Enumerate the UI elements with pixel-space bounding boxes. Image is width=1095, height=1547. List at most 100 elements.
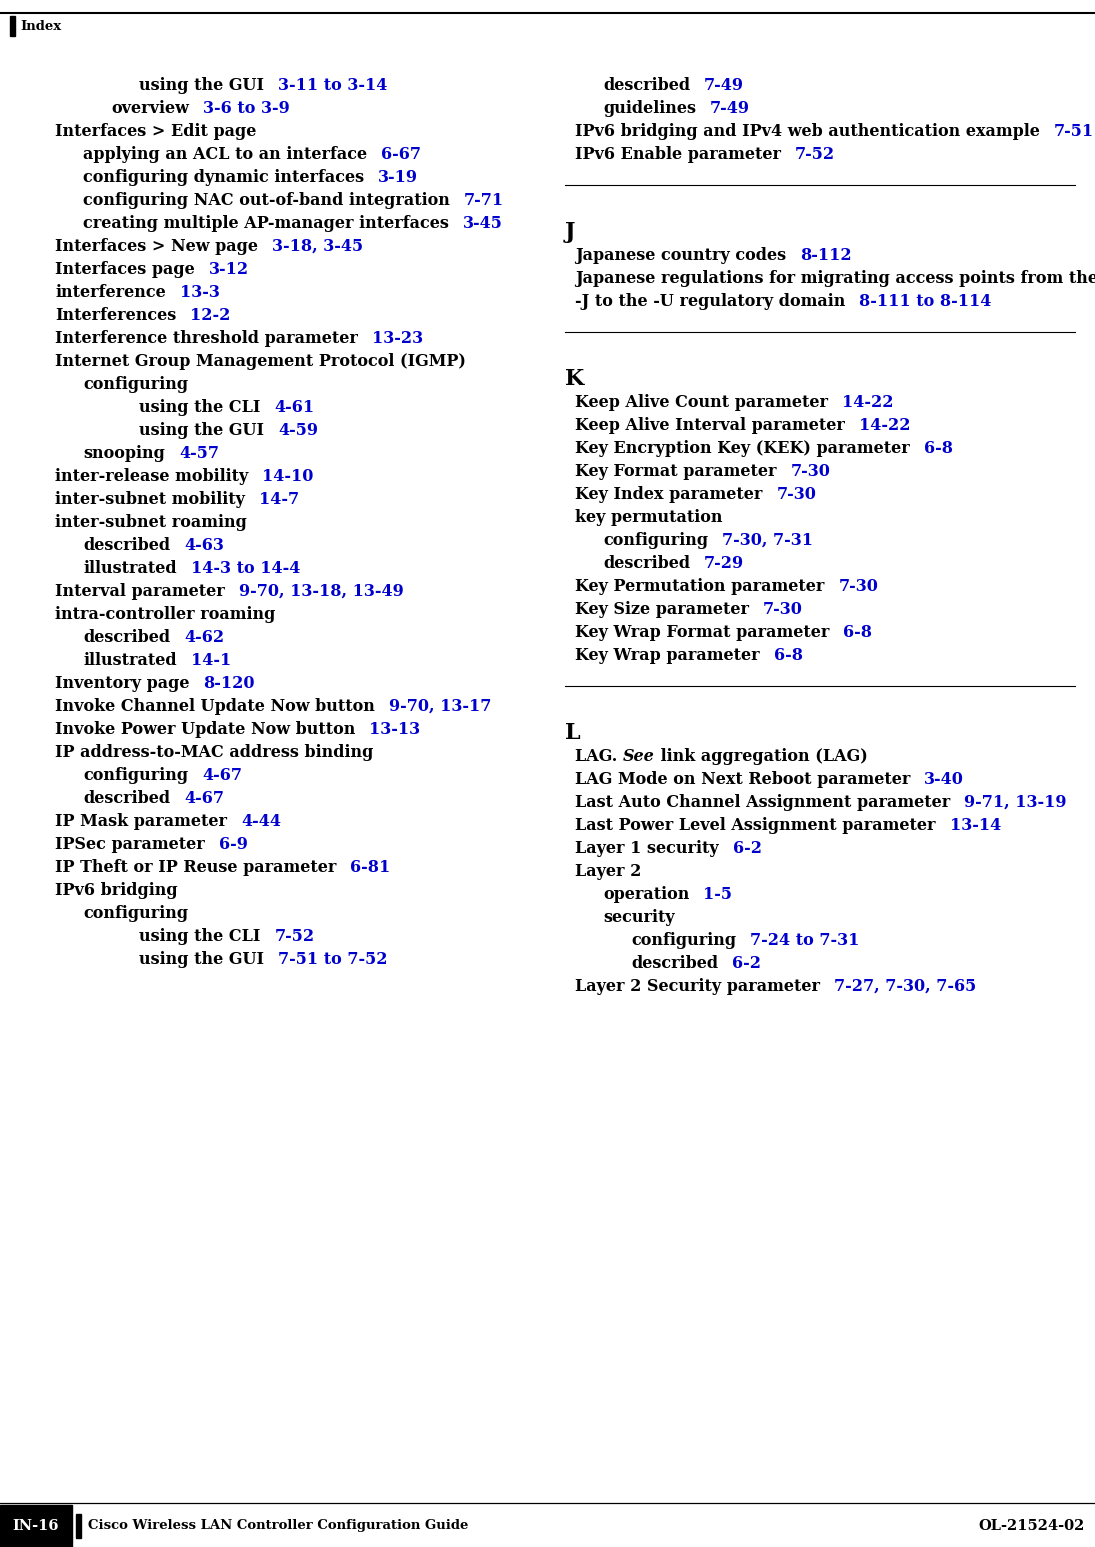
Text: L: L	[565, 722, 580, 744]
Text: 4-61: 4-61	[275, 399, 314, 416]
Text: 3-45: 3-45	[463, 215, 503, 232]
Text: 13-23: 13-23	[372, 330, 423, 347]
Text: Key Permutation parameter: Key Permutation parameter	[575, 579, 825, 596]
Text: using the CLI: using the CLI	[139, 399, 261, 416]
Text: described: described	[83, 791, 170, 808]
Text: Key Format parameter: Key Format parameter	[575, 463, 776, 480]
Text: inter-subnet mobility: inter-subnet mobility	[55, 490, 245, 507]
Text: Keep Alive Count parameter: Keep Alive Count parameter	[575, 394, 828, 412]
Text: Layer 2 Security parameter: Layer 2 Security parameter	[575, 978, 820, 995]
Text: 9-70, 13-18, 13-49: 9-70, 13-18, 13-49	[239, 583, 403, 600]
Text: 4-44: 4-44	[241, 814, 281, 831]
Text: key permutation: key permutation	[575, 509, 723, 526]
Text: Interferences: Interferences	[55, 306, 176, 323]
Text: operation: operation	[603, 886, 690, 903]
Text: Key Encryption Key (KEK) parameter: Key Encryption Key (KEK) parameter	[575, 439, 910, 456]
Text: using the GUI: using the GUI	[139, 77, 264, 94]
Text: 7-52: 7-52	[795, 145, 835, 162]
Text: 6-9: 6-9	[219, 835, 247, 852]
Text: Interval parameter: Interval parameter	[55, 583, 224, 600]
Text: OL-21524-02: OL-21524-02	[979, 1519, 1085, 1533]
Text: IPv6 bridging and IPv4 web authentication example: IPv6 bridging and IPv4 web authenticatio…	[575, 124, 1040, 139]
Text: 3-18, 3-45: 3-18, 3-45	[272, 238, 364, 255]
Text: 7-30, 7-31: 7-30, 7-31	[722, 532, 814, 549]
Text: Last Power Level Assignment parameter: Last Power Level Assignment parameter	[575, 817, 935, 834]
Text: Interfaces page: Interfaces page	[55, 261, 195, 278]
Text: IP Mask parameter: IP Mask parameter	[55, 814, 227, 831]
Text: IPv6 bridging: IPv6 bridging	[55, 882, 177, 899]
Text: interference: interference	[55, 285, 165, 302]
Text: 9-71, 13-19: 9-71, 13-19	[965, 794, 1067, 811]
Text: configuring: configuring	[83, 767, 188, 784]
Text: 3-6 to 3-9: 3-6 to 3-9	[203, 101, 289, 118]
Text: Internet Group Management Protocol (IGMP): Internet Group Management Protocol (IGMP…	[55, 353, 465, 370]
Text: 3-12: 3-12	[209, 261, 249, 278]
Text: using the CLI: using the CLI	[139, 928, 261, 945]
Text: 7-27, 7-30, 7-65: 7-27, 7-30, 7-65	[834, 978, 977, 995]
Text: Key Size parameter: Key Size parameter	[575, 600, 749, 617]
Text: 7-51 to 7-52: 7-51 to 7-52	[278, 951, 388, 968]
Text: 13-14: 13-14	[949, 817, 1001, 834]
Text: 4-59: 4-59	[278, 422, 318, 439]
Text: creating multiple AP-manager interfaces: creating multiple AP-manager interfaces	[83, 215, 449, 232]
Text: 6-8: 6-8	[924, 439, 953, 456]
Text: IPv6 Enable parameter: IPv6 Enable parameter	[575, 145, 781, 162]
Text: Inventory page: Inventory page	[55, 674, 189, 692]
Text: 6-8: 6-8	[843, 623, 873, 640]
Text: 7-30: 7-30	[776, 486, 816, 503]
Text: 6-67: 6-67	[381, 145, 422, 162]
Text: 7-51: 7-51	[1053, 124, 1094, 139]
Text: 7-30: 7-30	[839, 579, 878, 596]
Text: 8-111 to 8-114: 8-111 to 8-114	[860, 292, 992, 309]
Text: 7-52: 7-52	[275, 928, 314, 945]
Text: illustrated: illustrated	[83, 560, 176, 577]
Text: 7-30: 7-30	[763, 600, 803, 617]
Text: 6-2: 6-2	[733, 954, 761, 972]
Text: configuring NAC out-of-band integration: configuring NAC out-of-band integration	[83, 192, 450, 209]
Text: configuring dynamic interfaces: configuring dynamic interfaces	[83, 169, 365, 186]
Text: described: described	[631, 954, 718, 972]
Bar	[0, 1505, 72, 1547]
Text: 7-24 to 7-31: 7-24 to 7-31	[750, 931, 860, 948]
Text: configuring: configuring	[631, 931, 736, 948]
Text: K: K	[565, 368, 585, 390]
Text: Last Auto Channel Assignment parameter: Last Auto Channel Assignment parameter	[575, 794, 950, 811]
Text: 4-57: 4-57	[178, 446, 219, 463]
Text: Key Wrap Format parameter: Key Wrap Format parameter	[575, 623, 829, 640]
Text: IP Theft or IP Reuse parameter: IP Theft or IP Reuse parameter	[55, 859, 336, 876]
Text: 14-10: 14-10	[262, 469, 313, 486]
Text: 14-1: 14-1	[191, 651, 231, 668]
Text: 14-3 to 14-4: 14-3 to 14-4	[191, 560, 300, 577]
Text: Interference threshold parameter: Interference threshold parameter	[55, 330, 358, 347]
Text: 4-67: 4-67	[184, 791, 224, 808]
Text: Cisco Wireless LAN Controller Configuration Guide: Cisco Wireless LAN Controller Configurat…	[88, 1519, 469, 1533]
Text: overview: overview	[111, 101, 188, 118]
Text: 6-8: 6-8	[774, 647, 803, 664]
Text: IP address-to-MAC address binding: IP address-to-MAC address binding	[55, 744, 373, 761]
Text: Japanese country codes: Japanese country codes	[575, 248, 786, 265]
Text: guidelines: guidelines	[603, 101, 696, 118]
Text: Key Wrap parameter: Key Wrap parameter	[575, 647, 760, 664]
Text: intra-controller roaming: intra-controller roaming	[55, 606, 275, 623]
Text: 14-22: 14-22	[842, 394, 894, 412]
Text: IPSec parameter: IPSec parameter	[55, 835, 205, 852]
Text: applying an ACL to an interface: applying an ACL to an interface	[83, 145, 367, 162]
Text: Invoke Channel Update Now button: Invoke Channel Update Now button	[55, 698, 374, 715]
Text: link aggregation (LAG): link aggregation (LAG)	[655, 749, 867, 766]
Text: -J to the -U regulatory domain: -J to the -U regulatory domain	[575, 292, 845, 309]
Text: configuring: configuring	[83, 905, 188, 922]
Text: configuring: configuring	[83, 376, 188, 393]
Text: 13-3: 13-3	[180, 285, 220, 302]
Text: described: described	[83, 630, 170, 647]
Text: 8-112: 8-112	[800, 248, 852, 265]
Text: described: described	[603, 77, 690, 94]
Bar	[76, 1515, 81, 1538]
Text: Interfaces > Edit page: Interfaces > Edit page	[55, 124, 256, 139]
Text: 7-49: 7-49	[710, 101, 750, 118]
Text: Invoke Power Update Now button: Invoke Power Update Now button	[55, 721, 356, 738]
Text: Keep Alive Interval parameter: Keep Alive Interval parameter	[575, 418, 845, 435]
Text: 4-62: 4-62	[184, 630, 224, 647]
Text: Index: Index	[20, 20, 61, 32]
Text: 14-22: 14-22	[858, 418, 910, 435]
Text: 13-13: 13-13	[369, 721, 420, 738]
